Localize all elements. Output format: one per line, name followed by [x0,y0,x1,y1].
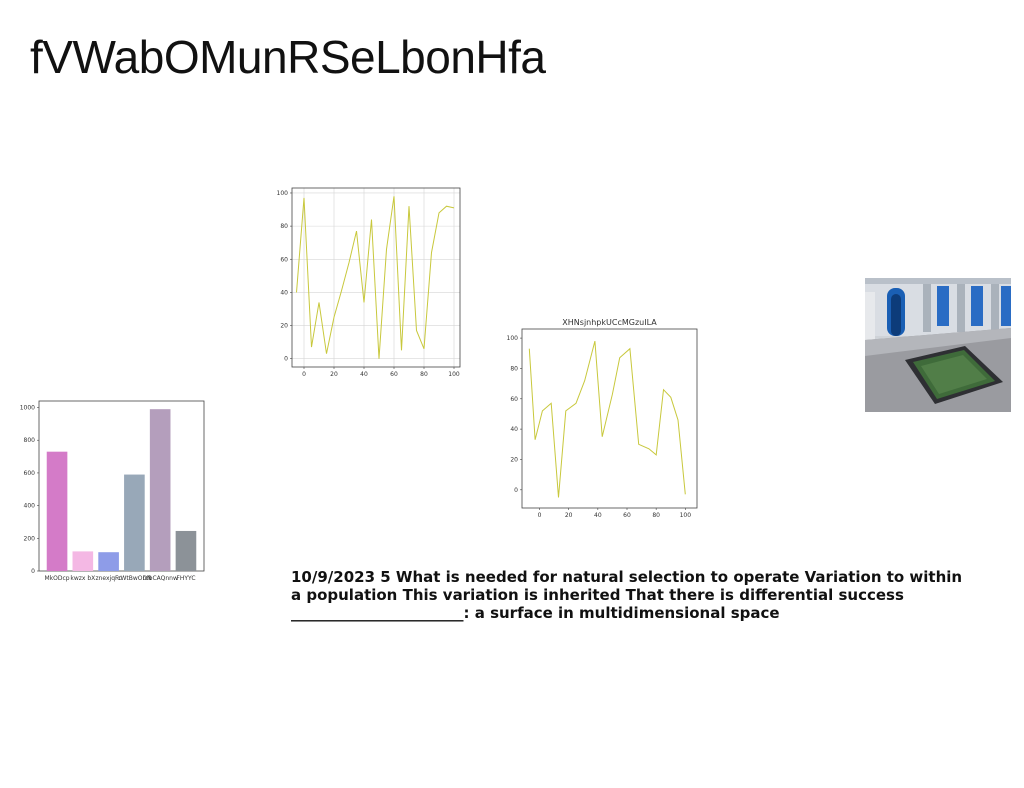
courtyard-photo-icon [865,278,1011,412]
bar-chart: 0 200 400 600 800 1000 MkODcp kwzx bX znexjqFc cW… [20,398,208,588]
line-chart-2-xtick-label-2: 40 [594,512,602,519]
line-chart-2-ytick-label-4: 80 [510,365,518,372]
bar-chart-ytick-label-0: 0 [31,568,35,575]
line-chart-2-xtick-label-0: 0 [538,512,542,519]
line-chart-2-frame [521,328,698,509]
slide-title: fVWabOMunRSeLbonHfa [30,31,546,83]
line-chart-1-xtick-label-1: 20 [330,371,338,378]
line-chart-2-ytick-label-5: 100 [507,335,519,342]
line-chart-1-xtick-label-4: 80 [420,371,428,378]
line-chart-1-ytick-label-5: 100 [277,190,289,197]
bar-chart-xtick-label-2: znexjqFc [95,575,121,582]
bar-chart-xtick-label-4: rdbCAQnnw [142,575,177,582]
line-chart-1-xtick-label-2: 40 [360,371,368,378]
line-chart-2-xtick-label-5: 100 [680,512,692,519]
line-chart-1: 0 20 40 60 80 100 0 20 40 60 80 100 [277,186,464,382]
line-chart-1-ytick-label-0: 0 [284,356,288,363]
line-chart-1-ytick-label-2: 40 [280,289,288,296]
bar-chart-xtick-label-5: FHYYC [176,575,195,582]
line-chart-2-ytick-label-2: 40 [510,426,518,433]
bar-chart-ytick-label-3: 600 [24,470,36,477]
bar-chart-xtick-label-3: cWtBwODN [117,575,151,582]
line-chart-1-frame [291,187,461,368]
bar-chart-frame [38,400,205,572]
bar-chart-ytick-label-2: 400 [24,503,36,510]
line-chart-2: XHNsjnhpkUCcMGzuILA 0 20 40 60 80 100 0 20 40 60 80… [507,316,700,522]
line-chart-2-ytick-label-3: 60 [510,396,518,403]
line-chart-1-xtick-label-5: 100 [448,371,460,378]
courtyard-photo [865,278,1011,412]
bar-chart-bar-1 [72,551,94,571]
line-chart-1-xtick-label-3: 60 [390,371,398,378]
line-chart-1-svg: 0 20 40 60 80 100 0 20 40 60 80 100 [277,187,461,378]
line-chart-2-title: XHNsjnhpkUCcMGzuILA [562,318,657,327]
line-chart-2-series-line [528,340,686,498]
line-chart-2-ytick-label-1: 20 [510,456,518,463]
line-chart-2-xtick-label-3: 60 [623,512,631,519]
slide-body-text: 10/9/2023 5 What is needed for natural s… [291,568,963,622]
line-chart-1-ytick-label-3: 60 [280,256,288,263]
bar-chart-svg: 0 200 400 600 800 1000 MkODcp kwzx bX znexjqFccW… [20,400,205,582]
line-chart-2-svg: XHNsjnhpkUCcMGzuILA 0 20 40 60 80 100 0 20 40 60 80… [507,318,698,519]
bar-chart-bar-2 [98,552,119,571]
bar-chart-bar-4 [149,409,171,571]
line-chart-1-ytick-label-4: 80 [280,223,288,230]
line-chart-1-ytick-label-1: 20 [280,323,288,330]
bar-chart-bar-3 [124,474,145,571]
line-chart-2-xtick-label-4: 80 [652,512,660,519]
bar-chart-bar-5 [175,530,197,571]
bar-chart-ytick-label-4: 800 [24,437,36,444]
bar-chart-ytick-label-5: 1000 [20,405,35,412]
line-chart-2-ytick-label-0: 0 [514,487,518,494]
line-chart-1-xtick-label-0: 0 [302,371,306,378]
line-chart-2-xtick-label-1: 20 [565,512,573,519]
bar-chart-bar-0 [46,451,68,571]
line-chart-1-series-line [296,196,455,359]
bar-chart-xtick-label-0: MkODcp [44,575,69,582]
bar-chart-xtick-label-1: kwzx bX [70,575,95,582]
bar-chart-ytick-label-1: 200 [24,535,36,542]
